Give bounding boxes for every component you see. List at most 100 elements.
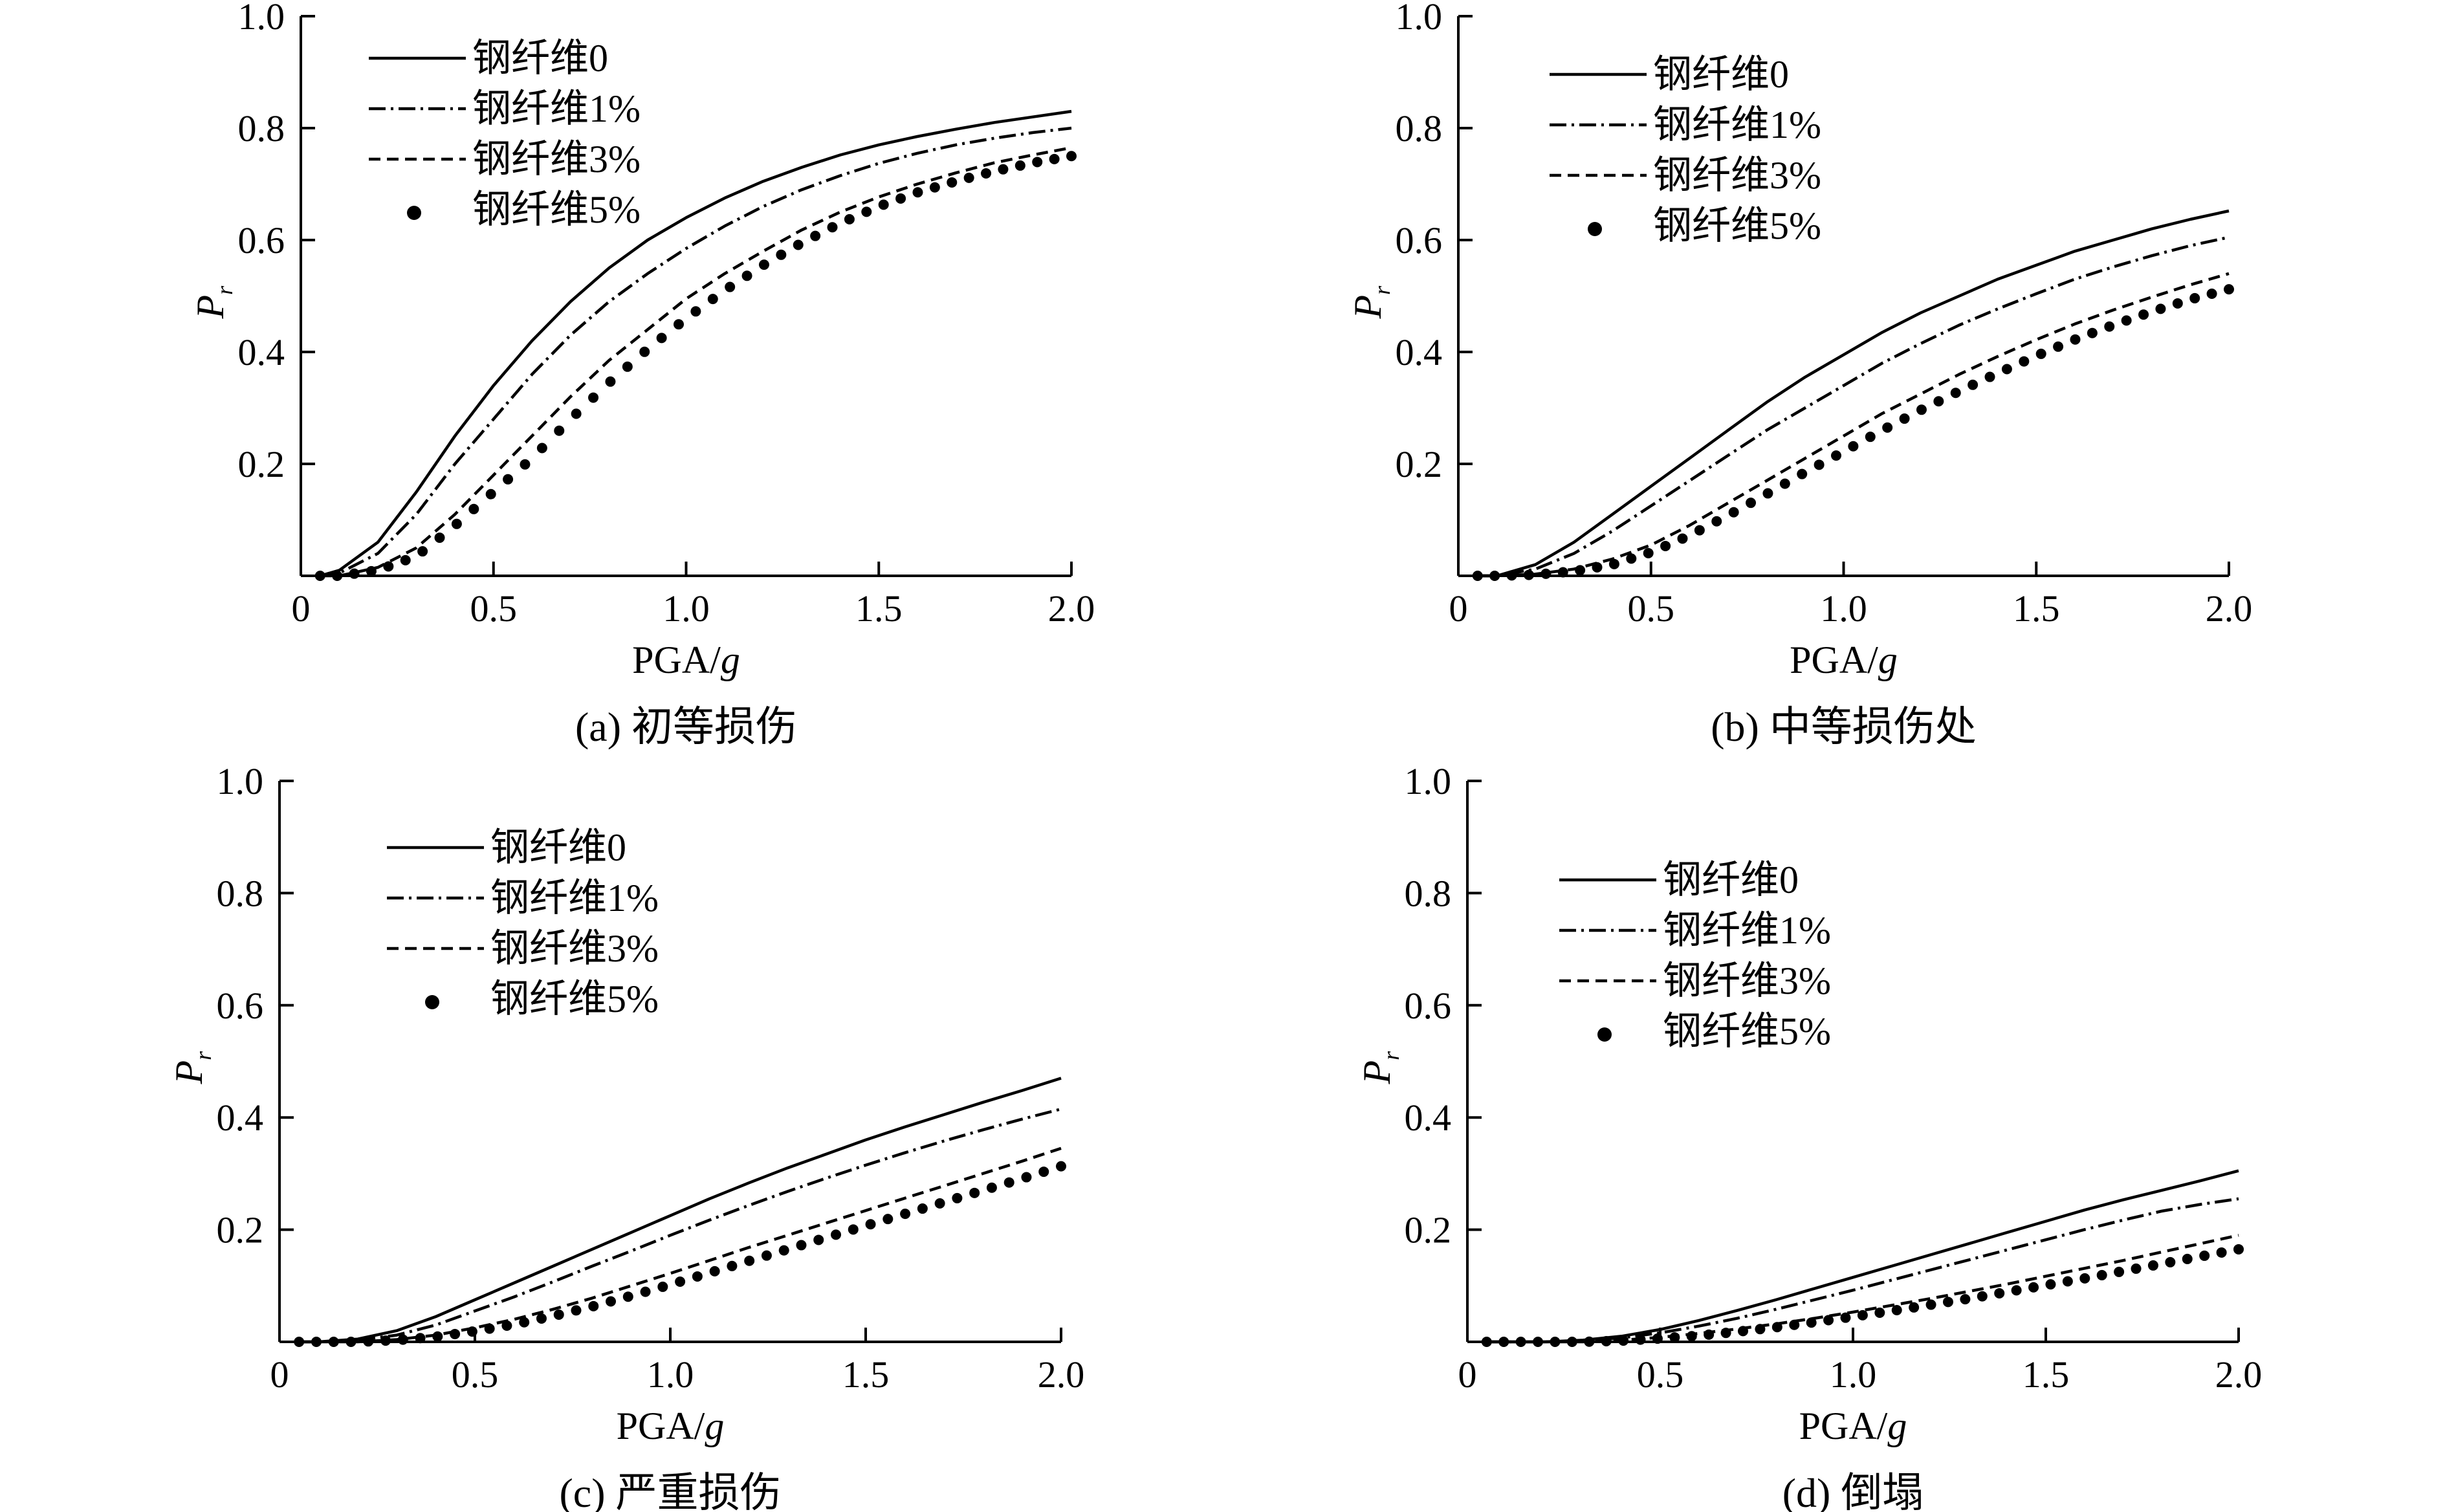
legend-label: 钢纤维5%: [1653, 204, 1821, 247]
x-axis-title-var: g: [705, 1405, 724, 1447]
x-axis-title-main: PGA/: [632, 639, 721, 681]
y-tick-label: 0.4: [238, 331, 285, 373]
series-point: [415, 1333, 426, 1344]
series-point: [690, 306, 701, 317]
series-point: [571, 1305, 582, 1316]
series-point: [1925, 1299, 1936, 1310]
series-point: [1550, 1337, 1561, 1347]
series-point: [1762, 488, 1773, 499]
series-point: [912, 187, 923, 198]
series-point: [2053, 341, 2064, 352]
series-point: [675, 1276, 686, 1287]
y-tick-label: 0.2: [1405, 1209, 1452, 1251]
series-point: [2001, 364, 2012, 375]
series-point: [1489, 571, 1500, 581]
series-line: [299, 1077, 1062, 1344]
series-point: [536, 1313, 547, 1324]
series-point: [1950, 388, 1961, 399]
series-point: [2138, 309, 2149, 320]
y-tick-label: 1.0: [238, 0, 285, 38]
series-point: [397, 1334, 408, 1345]
series-point: [947, 177, 958, 188]
series-point: [2172, 298, 2183, 309]
series-point: [1056, 1161, 1066, 1172]
series-point: [554, 425, 565, 436]
series-line: [1477, 236, 2230, 578]
series-point: [332, 571, 343, 581]
series-point: [2062, 1276, 2073, 1287]
series-line: [1486, 1197, 2239, 1344]
series-point: [1523, 569, 1534, 580]
series-line: [299, 1108, 1062, 1344]
panel-caption: (c) 严重损伤: [559, 1470, 781, 1512]
series-point: [1728, 507, 1739, 518]
series-line: [320, 109, 1072, 578]
x-tick-label: 1.5: [2013, 587, 2060, 630]
series-point: [1066, 151, 1077, 162]
chart-panel: 0 0.5 1.0 1.5 2.0 0.2 0.4 0.6 0.8 1.0 Pr PGA/g (a) 初…: [189, 0, 1095, 750]
y-tick-label: 0.6: [1396, 219, 1443, 261]
series-point: [1779, 478, 1790, 489]
legend-label: 钢纤维5%: [490, 978, 659, 1020]
series-point: [878, 199, 889, 210]
series-point: [2121, 315, 2132, 326]
x-axis-title-var: g: [1887, 1405, 1907, 1447]
y-axis-title-main: P: [1355, 1060, 1398, 1085]
series-line: [1477, 272, 2230, 578]
series-point: [656, 333, 667, 344]
y-axis-title-main: P: [168, 1060, 210, 1085]
x-tick-label: 2.0: [1038, 1353, 1085, 1396]
series-point: [1014, 160, 1025, 171]
legend-label: 钢纤维1%: [1653, 104, 1821, 146]
y-axis-title-sub: r: [1369, 285, 1395, 295]
series-point: [606, 1296, 617, 1307]
series-point: [1771, 1322, 1782, 1333]
x-axis-title: PGA/g: [1799, 1405, 1907, 1447]
series-point: [776, 249, 787, 260]
series-point: [1608, 558, 1619, 569]
series-point: [727, 1260, 738, 1271]
series-point: [2189, 292, 2200, 303]
series-point: [692, 1271, 703, 1282]
series-line: [320, 126, 1072, 578]
y-axis-title-sub: r: [190, 1051, 216, 1060]
series-point: [1515, 1337, 1526, 1347]
y-tick-label: 0.4: [217, 1097, 264, 1139]
series-point: [2011, 1285, 2022, 1296]
series-point: [1814, 459, 1825, 470]
series-point: [1840, 1312, 1851, 1323]
series-point: [1942, 1297, 1953, 1308]
series-point: [2035, 348, 2046, 359]
series-point: [1738, 1326, 1749, 1337]
series-point: [2087, 327, 2098, 338]
chart-panel: 0 0.5 1.0 1.5 2.0 0.2 0.4 0.6 0.8 1.0 Pr PGA/g (d) 倒…: [1355, 760, 2262, 1512]
x-tick-label: 1.0: [1820, 587, 1867, 630]
series-point: [1865, 432, 1876, 443]
series-point: [725, 281, 736, 292]
y-axis-title: Pr: [1346, 285, 1395, 320]
series-point: [605, 376, 616, 387]
series-point: [1977, 1291, 1988, 1302]
series-point: [349, 568, 360, 579]
y-tick-label: 1.0: [1405, 760, 1452, 802]
chart-panel: 0 0.5 1.0 1.5 2.0 0.2 0.4 0.6 0.8 1.0 Pr PGA/g (b) 中…: [1346, 0, 2252, 750]
y-tick-label: 0.6: [217, 985, 264, 1027]
series-point: [831, 1229, 842, 1240]
x-tick-label: 0: [270, 1353, 289, 1396]
x-axis-title-var: g: [721, 639, 740, 681]
series-point: [969, 1187, 980, 1198]
x-tick-label: 0.5: [1637, 1353, 1684, 1396]
series-point: [707, 294, 718, 305]
legend-label: 钢纤维0: [1653, 53, 1789, 96]
series-point: [640, 1286, 651, 1297]
series-point: [571, 408, 582, 419]
series-point: [813, 1234, 824, 1245]
x-tick-label: 0.5: [1628, 587, 1675, 630]
legend-label: 钢纤维3%: [1653, 154, 1821, 197]
panel-caption: (b) 中等损伤处: [1711, 704, 1977, 750]
series-point: [1003, 1177, 1014, 1188]
series-point: [2147, 1260, 2158, 1271]
series-point: [1711, 516, 1722, 527]
x-tick-label: 1.5: [2023, 1353, 2070, 1396]
series-point: [432, 1331, 443, 1342]
